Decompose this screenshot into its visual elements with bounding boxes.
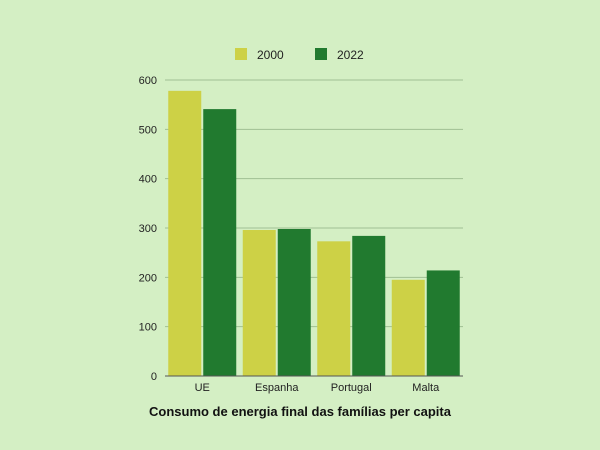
bar-2000-malta bbox=[391, 279, 425, 376]
y-tick-label: 0 bbox=[151, 371, 157, 383]
bar-2000-ue bbox=[168, 90, 202, 376]
chart-title: Consumo de energia final das famílias pe… bbox=[149, 404, 452, 419]
bar-2022-espanha bbox=[277, 228, 311, 376]
bar-2022-portugal bbox=[352, 235, 386, 376]
y-tick-label: 300 bbox=[139, 223, 157, 235]
y-tick-label: 600 bbox=[139, 75, 157, 87]
y-tick-label: 400 bbox=[139, 174, 157, 186]
bar-2022-malta bbox=[426, 270, 460, 376]
bars bbox=[168, 90, 460, 377]
legend-label-2022: 2022 bbox=[337, 48, 364, 62]
legend: 2000 2022 bbox=[235, 48, 364, 62]
y-tick-label: 500 bbox=[139, 124, 157, 136]
x-tick-label: Malta bbox=[412, 382, 440, 394]
legend-swatch-2022 bbox=[315, 48, 327, 60]
axes: 0 100 200 300 400 500 600 UE Espanha Portugal Malt… bbox=[139, 75, 463, 394]
bar-2000-espanha bbox=[242, 229, 276, 376]
x-tick-label: UE bbox=[195, 382, 210, 394]
y-tick-label: 100 bbox=[139, 322, 157, 334]
legend-swatch-2000 bbox=[235, 48, 247, 60]
legend-label-2000: 2000 bbox=[257, 48, 284, 62]
bar-2022-ue bbox=[203, 109, 237, 377]
bar-2000-portugal bbox=[317, 241, 351, 376]
x-tick-label: Portugal bbox=[331, 382, 372, 394]
x-tick-label: Espanha bbox=[255, 382, 299, 394]
y-tick-label: 200 bbox=[139, 272, 157, 284]
